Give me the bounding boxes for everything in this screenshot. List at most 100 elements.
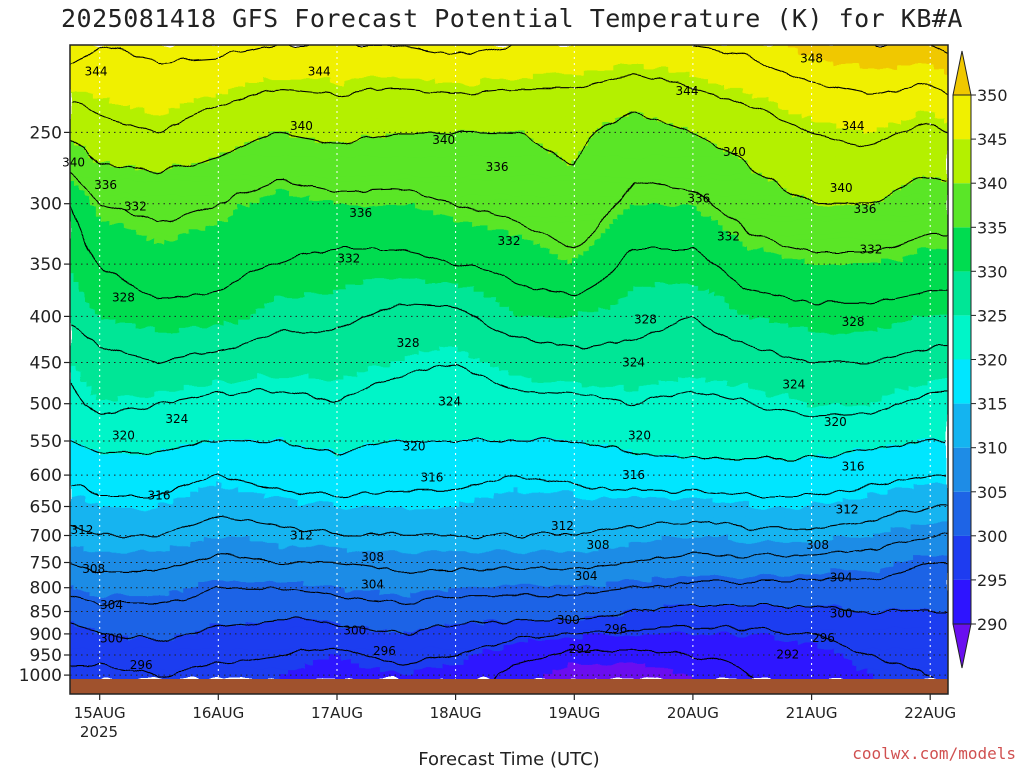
contour-label: 312 <box>70 523 93 537</box>
y-tick-label: 600 <box>30 466 62 486</box>
ground-strip <box>70 679 948 694</box>
x-axis-title: Forecast Time (UTC) <box>418 749 599 768</box>
y-tick-label: 800 <box>30 579 62 599</box>
contour-label: 308 <box>587 538 610 552</box>
colorbar-band <box>953 139 971 184</box>
y-tick-label: 550 <box>30 432 62 452</box>
colorbar-tick-label: 325 <box>977 306 1008 325</box>
contour-label: 300 <box>830 606 853 620</box>
x-tick-label: 19AUG <box>548 704 600 722</box>
contour-340 <box>70 112 948 204</box>
gridlines <box>70 45 948 679</box>
contour-label: 336 <box>94 178 117 192</box>
chart-title: 2025081418 GFS Forecast Potential Temper… <box>61 4 963 33</box>
theta-contour-layer <box>70 45 948 679</box>
contour-304 <box>70 563 948 605</box>
contour-312 <box>70 505 948 536</box>
colorbar-band <box>953 447 971 492</box>
contour-label: 316 <box>420 471 443 485</box>
y-tick-label: 450 <box>30 354 62 374</box>
contour-label: 308 <box>361 550 384 564</box>
contour-label: 336 <box>853 202 876 216</box>
contour-label: 300 <box>100 632 123 646</box>
colorbar-extend-high <box>952 50 972 96</box>
contour-label: 292 <box>569 642 592 656</box>
contour-label: 312 <box>290 529 313 543</box>
colorbar-tick-label: 330 <box>977 262 1008 281</box>
contour-label: 312 <box>836 503 859 517</box>
contour-label: 296 <box>604 622 627 636</box>
contour-label: 328 <box>634 312 657 326</box>
contour-label: 300 <box>557 613 580 627</box>
contour-label: 340 <box>62 156 85 170</box>
theta-fill-layer <box>70 45 948 679</box>
contour-label: 328 <box>112 290 135 304</box>
contour-label: 336 <box>349 206 372 220</box>
colorbar-tick-label: 340 <box>977 174 1008 193</box>
y-tick-label: 850 <box>30 603 62 623</box>
contour-320 <box>70 439 948 459</box>
contour-label: 320 <box>403 440 426 454</box>
y-tick-label: 500 <box>30 395 62 415</box>
contour-label: 332 <box>717 229 740 243</box>
contour-label: 292 <box>776 648 799 662</box>
y-tick-label: 900 <box>30 625 62 645</box>
y-tick-label: 250 <box>30 123 62 143</box>
contour-348 <box>70 45 948 95</box>
colorbar-tick-label: 345 <box>977 130 1008 149</box>
colorbar-band <box>953 359 971 404</box>
x-tick-label: 21AUG <box>786 704 838 722</box>
contour-label: 296 <box>130 658 153 672</box>
y-tick-label: 350 <box>30 255 62 275</box>
contour-label: 348 <box>800 52 823 66</box>
contour-label: 308 <box>82 562 105 576</box>
y-tick-label: 300 <box>30 195 62 215</box>
colorbar-band <box>953 315 971 360</box>
contour-label: 320 <box>824 415 847 429</box>
contour-308 <box>70 534 948 572</box>
colorbar-tick-label: 305 <box>977 483 1008 502</box>
colorbar-band <box>953 227 971 272</box>
colorbar-band <box>953 535 971 580</box>
colorbar-band <box>953 95 971 140</box>
colorbar-tick-label: 320 <box>977 351 1008 370</box>
contour-344 <box>70 73 948 147</box>
y-tick-label: 700 <box>30 527 62 547</box>
contour-label: 336 <box>486 160 509 174</box>
x-tick-label: 16AUG <box>192 704 244 722</box>
colorbar-tick-label: 335 <box>977 218 1008 237</box>
contour-label: 308 <box>806 538 829 552</box>
contour-label: 324 <box>622 356 645 370</box>
contour-label: 304 <box>575 569 598 583</box>
contour-label: 340 <box>830 181 853 195</box>
contour-label: 316 <box>622 468 645 482</box>
contour-label: 328 <box>397 336 420 350</box>
contour-316 <box>70 474 948 497</box>
colorbar-tick-label: 350 <box>977 86 1008 105</box>
x-tick-label: 18AUG <box>430 704 482 722</box>
site-credit: coolwx.com/models <box>852 744 1016 763</box>
contour-label: 316 <box>148 489 171 503</box>
colorbar-tick-label: 315 <box>977 395 1008 414</box>
contour-label: 304 <box>100 598 123 612</box>
contour-label: 340 <box>290 119 313 133</box>
colorbar-tick-label: 300 <box>977 527 1008 546</box>
colorbar-band <box>953 183 971 228</box>
y-tick-label: 750 <box>30 554 62 574</box>
contour-label: 324 <box>165 412 188 426</box>
contour-label: 296 <box>812 631 835 645</box>
contour-label: 300 <box>343 623 366 637</box>
y-tick-label: 950 <box>30 646 62 666</box>
colorbar-tick-label: 295 <box>977 571 1008 590</box>
contour-label: 344 <box>85 65 108 79</box>
contour-label: 332 <box>498 234 521 248</box>
contour-296 <box>70 627 934 679</box>
x-tick-year: 2025 <box>80 723 118 741</box>
colorbar-band <box>953 271 971 316</box>
contour-label: 296 <box>373 644 396 658</box>
y-tick-label: 650 <box>30 498 62 518</box>
contour-label: 336 <box>687 192 710 206</box>
contour-label: 332 <box>859 242 882 256</box>
contour-label: 304 <box>361 577 384 591</box>
